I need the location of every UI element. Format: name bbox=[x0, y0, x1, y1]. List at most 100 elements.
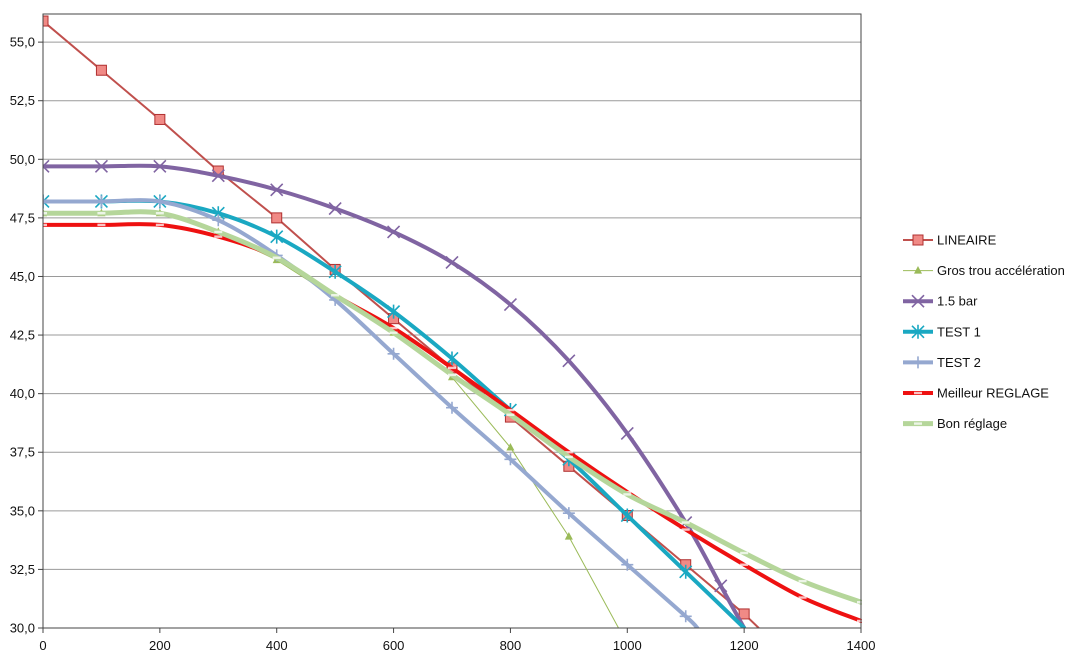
y-tick-label: 47,5 bbox=[10, 210, 35, 225]
legend-marker bbox=[914, 422, 922, 425]
data-point bbox=[740, 563, 749, 566]
data-point bbox=[270, 229, 284, 244]
x-tick-label: 800 bbox=[500, 638, 522, 653]
data-point bbox=[95, 64, 107, 76]
y-tick-label: 30,0 bbox=[10, 621, 35, 636]
legend-label: TEST 2 bbox=[937, 355, 981, 370]
data-point bbox=[681, 528, 690, 531]
series-5 bbox=[43, 195, 700, 628]
legend-marker bbox=[912, 356, 924, 369]
x-tick-label: 600 bbox=[383, 638, 405, 653]
legend-marker bbox=[912, 234, 924, 246]
data-point bbox=[681, 521, 690, 524]
data-point bbox=[154, 113, 166, 125]
y-tick-label: 45,0 bbox=[10, 269, 35, 284]
data-point bbox=[621, 558, 634, 571]
plot-frame bbox=[42, 13, 862, 629]
series-line bbox=[43, 198, 747, 628]
series-6 bbox=[43, 222, 862, 623]
data-point bbox=[679, 564, 693, 579]
data-point bbox=[740, 551, 749, 555]
y-tick-label: 55,0 bbox=[10, 35, 35, 50]
data-point bbox=[389, 331, 398, 334]
y-tick-label: 50,0 bbox=[10, 152, 35, 167]
data-point bbox=[155, 211, 164, 215]
series-4 bbox=[43, 194, 747, 628]
data-point bbox=[328, 201, 342, 216]
data-point bbox=[857, 619, 862, 623]
legend-marker bbox=[911, 294, 925, 308]
data-point bbox=[738, 608, 750, 620]
data-point bbox=[448, 366, 456, 370]
legend-entry: Bon réglage bbox=[903, 416, 1007, 431]
data-point bbox=[798, 596, 807, 599]
data-point bbox=[155, 223, 164, 227]
data-point bbox=[211, 169, 225, 183]
legend: LINEAIRE Gros trou accélération 1.5 bar TES… bbox=[903, 233, 1065, 431]
data-point bbox=[97, 211, 106, 215]
legend-entry: Gros trou accélération bbox=[903, 263, 1065, 278]
x-tick-label: 1200 bbox=[730, 638, 759, 653]
y-tick-label: 42,5 bbox=[10, 328, 35, 343]
data-point bbox=[506, 413, 515, 416]
legend-label: 1.5 bar bbox=[937, 294, 978, 309]
data-point bbox=[270, 183, 284, 197]
axes: 30,0 32,5 35,0 37,5 40,0 42,5 45,0 47,5 50,0 52,5… bbox=[10, 13, 875, 653]
data-point bbox=[43, 211, 47, 215]
data-point bbox=[448, 373, 456, 377]
data-point bbox=[679, 610, 692, 623]
series-2 bbox=[43, 208, 620, 628]
data-point bbox=[564, 451, 573, 454]
series-7 bbox=[43, 209, 862, 605]
data-point bbox=[445, 351, 459, 366]
legend-label: Bon réglage bbox=[937, 416, 1007, 431]
data-point bbox=[562, 354, 576, 368]
data-point bbox=[714, 579, 728, 593]
y-tick-label: 35,0 bbox=[10, 503, 35, 518]
data-point bbox=[43, 194, 50, 209]
data-point bbox=[623, 493, 632, 496]
data-point bbox=[387, 225, 401, 239]
series-3 bbox=[43, 159, 747, 628]
data-point bbox=[389, 326, 398, 330]
data-point bbox=[95, 195, 108, 208]
y-tick-label: 37,5 bbox=[10, 445, 35, 460]
series-line bbox=[43, 198, 700, 628]
data-point bbox=[562, 507, 575, 520]
data-point bbox=[387, 347, 400, 360]
data-point bbox=[214, 235, 223, 238]
data-point bbox=[43, 15, 49, 27]
data-point bbox=[271, 212, 283, 224]
data-point bbox=[506, 408, 515, 412]
legend-entry: LINEAIRE bbox=[903, 233, 997, 248]
data-point bbox=[43, 195, 49, 208]
data-point bbox=[446, 401, 458, 414]
y-tick-label: 32,5 bbox=[10, 562, 35, 577]
data-point bbox=[153, 159, 167, 173]
legend-label: Gros trou accélération bbox=[937, 263, 1065, 278]
y-tick-label: 52,5 bbox=[10, 93, 35, 108]
legend-entry: TEST 1 bbox=[903, 324, 981, 339]
y-tick-label: 40,0 bbox=[10, 386, 35, 401]
legend-marker bbox=[911, 324, 925, 339]
data-point bbox=[331, 294, 340, 297]
legend-marker bbox=[913, 266, 923, 274]
data-point bbox=[506, 442, 515, 451]
legend-entry: TEST 2 bbox=[903, 355, 981, 370]
data-point bbox=[620, 508, 634, 523]
data-point bbox=[43, 159, 50, 173]
data-point bbox=[212, 214, 225, 227]
data-point bbox=[153, 195, 166, 208]
data-point bbox=[43, 223, 47, 227]
data-point bbox=[504, 453, 517, 466]
data-point bbox=[445, 255, 459, 269]
data-point bbox=[564, 532, 573, 540]
data-point bbox=[94, 159, 108, 173]
series-line bbox=[43, 20, 760, 628]
x-tick-label: 1000 bbox=[613, 638, 642, 653]
x-tick-label: 400 bbox=[266, 638, 288, 653]
data-point bbox=[620, 426, 634, 441]
data-point bbox=[503, 298, 517, 312]
